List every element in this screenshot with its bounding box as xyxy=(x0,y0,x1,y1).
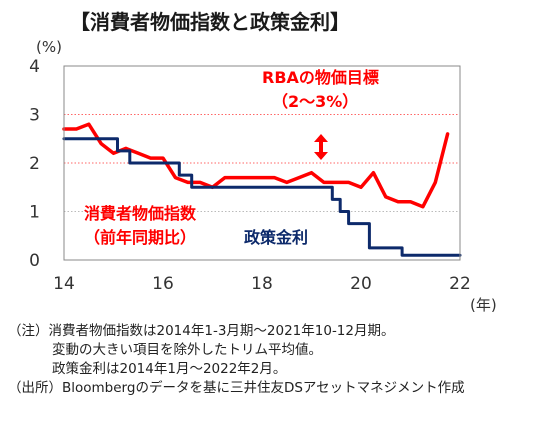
y-tick-label-3: 3 xyxy=(29,106,40,126)
cpi-series-line xyxy=(62,122,450,209)
note-line-1: （注）消費者物価指数は2014年1-3月期～2021年10-12月期。 xyxy=(8,323,395,339)
target-label-line1: RBAの物価目標 xyxy=(262,68,379,87)
x-tick-label-18: 18 xyxy=(251,274,273,294)
chart-title: 【消費者物価指数と政策金利】 xyxy=(70,10,350,34)
cpi-label-line1: 消費者物価指数 xyxy=(84,204,197,223)
target-range-arrow xyxy=(314,134,328,160)
arrow-head-down xyxy=(314,152,328,160)
y-axis-unit: (%) xyxy=(36,38,62,56)
target-label-line2: （2～3%） xyxy=(272,92,358,111)
policy-rate-series-line xyxy=(62,137,462,257)
note-line-2: 変動の大きい項目を除外したトリム平均値。 xyxy=(52,342,322,358)
x-axis-unit: (年) xyxy=(470,296,497,314)
arrow-head-up xyxy=(314,134,328,142)
series-lines xyxy=(62,122,462,257)
x-tick-label-16: 16 xyxy=(152,274,174,294)
rate-label: 政策金利 xyxy=(244,228,308,247)
axis-ticks: 0 1 2 3 4 14 16 18 20 22 xyxy=(29,57,471,294)
source-line: （出所）Bloombergのデータを基に三井住友DSアセットマネジメント作成 xyxy=(8,380,465,396)
notes: （注）消費者物価指数は2014年1-3月期～2021年10-12月期。 変動の大… xyxy=(8,322,465,398)
y-tick-label-4: 4 xyxy=(29,57,40,77)
note-line-3: 政策金利は2014年1月～2022年2月。 xyxy=(52,361,287,377)
gridlines xyxy=(64,114,460,212)
plot-frame xyxy=(63,65,461,261)
cpi-label-line2: （前年同期比） xyxy=(84,228,196,247)
y-tick-label-0: 0 xyxy=(29,251,40,271)
x-tick-label-22: 22 xyxy=(449,274,471,294)
y-tick-label-2: 2 xyxy=(29,154,40,174)
x-tick-label-20: 20 xyxy=(350,274,372,294)
y-tick-label-1: 1 xyxy=(29,203,40,223)
x-tick-label-14: 14 xyxy=(53,274,75,294)
